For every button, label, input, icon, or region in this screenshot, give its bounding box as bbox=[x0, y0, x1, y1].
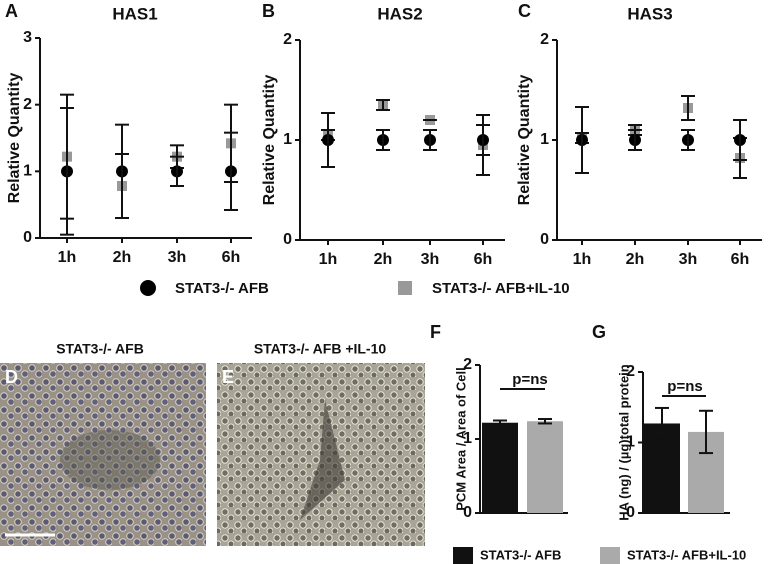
legend-label: STAT3-/- AFB+IL-10 bbox=[432, 280, 570, 297]
panel-letter: A bbox=[5, 1, 18, 21]
annotation: p=ns bbox=[512, 371, 547, 388]
y-axis-label: Relative Quantity bbox=[516, 75, 533, 206]
x-tick-label: 2h bbox=[374, 251, 393, 268]
y-axis-label: Relative Quantity bbox=[6, 73, 23, 204]
chart-title: HAS3 bbox=[627, 4, 672, 23]
x-tick-label: 1h bbox=[573, 251, 592, 268]
legend-label: STAT3-/- AFB+IL-10 bbox=[627, 547, 746, 562]
y-tick-label: 0 bbox=[463, 504, 472, 521]
y-axis-label: Relative Quantity bbox=[261, 75, 278, 206]
chart-title: HAS2 bbox=[377, 4, 422, 23]
x-tick-label: 2h bbox=[113, 249, 132, 266]
y-tick-label: 3 bbox=[23, 29, 32, 46]
x-tick-label: 2h bbox=[626, 251, 645, 268]
panel-letter: C bbox=[518, 1, 531, 21]
y-tick-label: 0 bbox=[23, 229, 32, 246]
y-tick-label: 0 bbox=[540, 231, 549, 248]
image-e bbox=[217, 363, 425, 546]
image-d bbox=[0, 363, 206, 546]
y-tick-label: 2 bbox=[283, 31, 292, 48]
legend-marker bbox=[140, 280, 156, 296]
x-tick-label: 1h bbox=[319, 251, 338, 268]
y-tick-label: 1 bbox=[23, 163, 32, 180]
panel-letter: D bbox=[5, 367, 18, 387]
panel-letter: E bbox=[222, 367, 234, 387]
bar bbox=[482, 422, 518, 513]
y-tick-label: 0 bbox=[626, 504, 635, 521]
y-tick-label: 2 bbox=[463, 356, 472, 373]
y-tick-label: 2 bbox=[626, 363, 635, 380]
legend-marker bbox=[453, 547, 473, 564]
x-tick-label: 3h bbox=[421, 251, 440, 268]
x-tick-label: 6h bbox=[474, 251, 493, 268]
legend-label: STAT3-/- AFB bbox=[480, 547, 561, 562]
panel-letter: F bbox=[430, 322, 441, 342]
legend-marker bbox=[398, 281, 412, 295]
annotation: p=ns bbox=[667, 378, 702, 395]
y-tick-label: 2 bbox=[540, 31, 549, 48]
y-tick-label: 1 bbox=[626, 434, 635, 451]
image-caption: STAT3-/- AFB +IL-10 bbox=[254, 341, 387, 357]
x-tick-label: 1h bbox=[58, 249, 77, 266]
chart-title: HAS1 bbox=[112, 4, 157, 23]
x-tick-label: 3h bbox=[679, 251, 698, 268]
y-tick-label: 0 bbox=[283, 231, 292, 248]
y-tick-label: 1 bbox=[283, 131, 292, 148]
y-tick-label: 1 bbox=[463, 430, 472, 447]
legend-label: STAT3-/- AFB bbox=[175, 280, 269, 297]
x-tick-label: 6h bbox=[731, 251, 750, 268]
panel-letter: B bbox=[262, 1, 275, 21]
y-axis-label: HA (ng) / (µg)total protein bbox=[616, 364, 631, 521]
y-axis-label: PCM Area / Area of Cell bbox=[453, 367, 468, 511]
panel-letter: G bbox=[592, 322, 606, 342]
y-tick-label: 1 bbox=[540, 131, 549, 148]
x-tick-label: 3h bbox=[168, 249, 187, 266]
legend-marker bbox=[600, 547, 620, 564]
y-tick-label: 2 bbox=[23, 96, 32, 113]
bar bbox=[527, 421, 563, 513]
x-tick-label: 6h bbox=[222, 249, 241, 266]
image-caption: STAT3-/- AFB bbox=[56, 341, 144, 357]
